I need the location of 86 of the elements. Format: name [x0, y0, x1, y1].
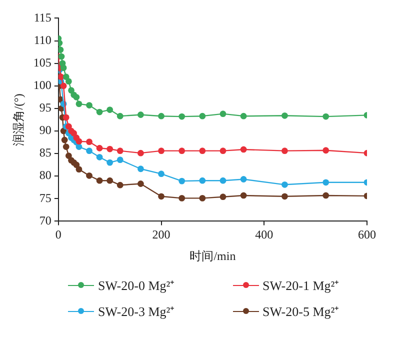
point: [178, 194, 186, 202]
point: [65, 123, 72, 130]
point: [76, 138, 82, 145]
y-axis-title: 润湿角/(°): [11, 94, 26, 146]
point: [76, 144, 82, 150]
point: [116, 148, 124, 154]
x-tick-label: 600: [358, 228, 376, 242]
point: [68, 87, 74, 94]
point: [220, 194, 226, 200]
x-tick-label: 0: [55, 228, 62, 242]
point: [137, 166, 144, 172]
point: [62, 114, 70, 121]
point: [86, 102, 92, 108]
legend-label: SW-20-1 Mg²⁺: [262, 277, 339, 294]
point: [240, 146, 247, 153]
point: [199, 177, 206, 184]
point: [116, 182, 124, 188]
point: [76, 100, 82, 108]
point: [96, 177, 103, 184]
point: [220, 177, 226, 184]
x-axis-title: 时间/min: [190, 248, 236, 263]
point: [158, 112, 164, 120]
point: [106, 159, 114, 166]
y-tick-label: 75: [39, 190, 52, 205]
point: [322, 192, 330, 199]
point: [199, 112, 206, 120]
point: [282, 148, 288, 154]
point: [76, 166, 82, 173]
x-tick-label: 200: [152, 228, 170, 242]
point: [96, 108, 103, 116]
point: [158, 193, 164, 200]
point: [322, 179, 330, 186]
point: [116, 156, 124, 164]
point: [137, 150, 144, 156]
y-tick-label: 100: [33, 78, 52, 92]
point: [86, 148, 92, 154]
point: [106, 106, 114, 113]
point: [58, 74, 64, 80]
point: [96, 144, 103, 152]
point: [158, 170, 164, 178]
point: [86, 172, 92, 179]
y-tick-label: 95: [39, 100, 52, 115]
point: [178, 148, 186, 154]
point: [65, 78, 72, 85]
point: [322, 147, 330, 154]
point: [106, 177, 114, 184]
point: [322, 113, 330, 120]
point: [282, 181, 288, 188]
legend-label: SW-20-0 Mg²⁺: [98, 277, 174, 294]
point: [137, 180, 144, 187]
y-tick-label: 70: [39, 213, 52, 228]
y-tick-label: 105: [33, 55, 52, 70]
point: [60, 82, 67, 90]
point: [96, 154, 103, 160]
x-tick-label: 400: [255, 228, 274, 242]
point: [178, 113, 186, 120]
point: [240, 112, 247, 120]
point: [199, 194, 206, 202]
point: [70, 130, 78, 136]
y-tick-label: 85: [39, 146, 52, 160]
point: [60, 64, 67, 72]
point: [199, 148, 206, 154]
point: [106, 146, 114, 152]
point: [220, 110, 226, 118]
y-tick-label: 110: [34, 32, 52, 47]
point: [240, 176, 247, 182]
y-tick-label: 90: [39, 123, 52, 138]
legend-label: SW-20-5 Mg²⁺: [262, 303, 339, 320]
point: [116, 112, 124, 120]
point: [220, 148, 226, 154]
point: [158, 148, 164, 154]
point: [282, 193, 288, 200]
point: [58, 46, 64, 53]
point: [178, 178, 186, 184]
point: [240, 192, 247, 199]
point: [62, 144, 70, 150]
point: [61, 136, 68, 144]
point: [86, 138, 92, 146]
point: [73, 94, 80, 100]
legend-label: SW-20-3 Mg²⁺: [98, 303, 174, 320]
point: [58, 53, 65, 60]
y-tick-label: 80: [39, 168, 52, 182]
y-tick-label: 115: [34, 10, 52, 24]
point: [282, 112, 288, 119]
point: [65, 152, 72, 159]
point: [137, 112, 144, 118]
